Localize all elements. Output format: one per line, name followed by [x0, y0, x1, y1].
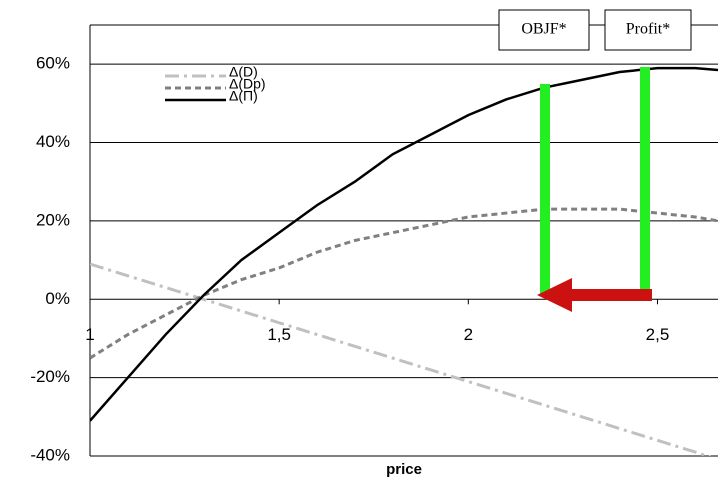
x-tick-label: 2 — [464, 325, 473, 344]
x-tick-label: 1 — [85, 325, 94, 344]
objf-bar — [540, 84, 550, 296]
y-tick-label: 40% — [36, 132, 70, 151]
annotation: Profit* — [626, 21, 670, 38]
legend-label: Δ(D) — [229, 64, 258, 80]
x-axis-title: price — [386, 461, 422, 478]
legend-label: Δ(Dp) — [229, 76, 266, 92]
annotation: OBJF* — [521, 21, 566, 38]
legend: Δ(D)Δ(Dp)Δ(Π) — [165, 64, 266, 104]
profit-bar — [640, 67, 650, 296]
arrow — [537, 278, 652, 312]
series-line — [90, 66, 718, 422]
y-tick-label: 60% — [36, 54, 70, 73]
annotation-box — [498, 9, 590, 51]
x-tick-label: 2,5 — [646, 325, 670, 344]
y-tick-label: 0% — [45, 289, 70, 308]
series-lines — [90, 66, 718, 456]
y-tick-label: 20% — [36, 210, 70, 229]
y-tick-label: -40% — [30, 445, 70, 464]
y-tick-label: -20% — [30, 367, 70, 386]
x-tick-label: 1,5 — [267, 325, 291, 344]
legend-label: Δ(Π) — [229, 88, 258, 104]
annotation-box — [604, 9, 692, 51]
series-line — [90, 207, 718, 360]
